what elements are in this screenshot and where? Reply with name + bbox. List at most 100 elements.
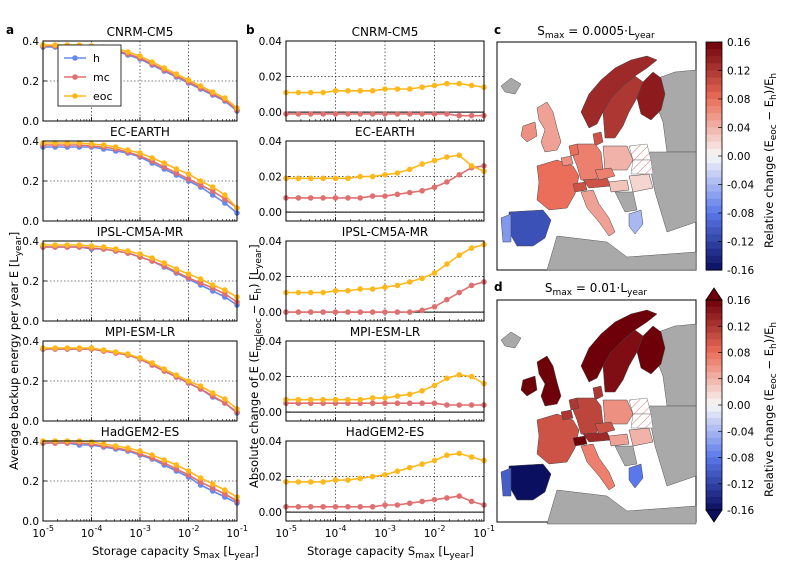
b-point-eoc xyxy=(295,479,302,485)
a-subplot-4: HadGEM2-ES0.00.20.410 -5 10 -4 10 -3 10 -2 10 -1 xyxy=(22,425,248,540)
colorbar-segment xyxy=(706,345,722,354)
a-point-eoc xyxy=(112,246,119,252)
colorbar-label-part: )/E xyxy=(762,79,776,95)
b-point-eoc xyxy=(357,475,364,482)
b-point-eoc xyxy=(369,87,376,94)
b-xtick-label: 10 xyxy=(275,528,288,540)
b-point-mc xyxy=(431,496,438,503)
b-ytick-label: 0.00 xyxy=(259,507,282,519)
a-point-eoc xyxy=(209,481,216,487)
country-portugal xyxy=(500,213,512,243)
b-ytick-label: 0.00 xyxy=(259,307,282,319)
b-point-eoc xyxy=(320,479,326,485)
b-point-mc xyxy=(295,309,302,315)
b-point-eoc xyxy=(444,154,450,160)
colorbar-c: 0.16 0.12 0.08 0.04 0.00 -0.04 -0.08 -0.12 -0.16… xyxy=(705,37,779,277)
colorbar-segment xyxy=(706,306,722,314)
b-xtick-exponent: -1 xyxy=(487,524,495,533)
b-point-eoc xyxy=(295,89,302,96)
a-ytick-label: 0.4 xyxy=(22,36,39,48)
a-point-eoc xyxy=(100,142,107,148)
colorbar-segment xyxy=(706,411,722,419)
b-axes-frame xyxy=(285,340,485,422)
a-point-eoc xyxy=(125,445,131,451)
a-point-eoc xyxy=(197,178,204,184)
a-point-eoc xyxy=(88,243,95,249)
b-point-mc xyxy=(307,195,314,201)
colorbar-segment xyxy=(706,106,722,114)
b-xtick-label: 10 xyxy=(424,528,437,540)
colorbar-tick-label: 0.16 xyxy=(727,295,751,307)
b-subplot-title: IPSL-CM5A-MR xyxy=(342,225,429,239)
b-point-mc xyxy=(332,195,339,201)
b-point-eoc xyxy=(307,89,314,96)
legend-label-eoc: eoc xyxy=(93,90,113,103)
b-point-eoc xyxy=(332,87,339,94)
b-subplot-title: HadGEM2-ES xyxy=(346,425,424,439)
colorbar-segment xyxy=(706,170,722,178)
non-data-region xyxy=(546,489,697,525)
b-point-eoc xyxy=(456,80,463,87)
panel-label-b: b xyxy=(246,23,255,37)
colorbar-segment xyxy=(706,339,722,347)
b-point-eoc xyxy=(419,275,425,282)
country-belgium xyxy=(560,155,574,167)
colorbar-segment xyxy=(706,148,722,157)
b-series-eoc-line xyxy=(286,452,485,483)
b-point-eoc xyxy=(345,477,351,483)
a-xlabel: Storage capacity Smax [Lyear] xyxy=(92,544,259,561)
a-ytick-label: 0.4 xyxy=(22,336,39,348)
colorbar-label-part: h xyxy=(769,94,779,100)
b-point-mc xyxy=(382,400,388,407)
a-point-eoc xyxy=(222,192,228,198)
country-romania xyxy=(628,173,654,193)
b-xlabel: Storage capacity Smax [Lyear] xyxy=(307,544,474,561)
b-point-mc xyxy=(369,111,376,117)
colorbar-arrow-top xyxy=(705,287,723,301)
a-axes-frame xyxy=(42,40,238,122)
panel-label-a: a xyxy=(6,23,14,37)
a-point-eoc xyxy=(137,251,143,257)
b-point-eoc xyxy=(444,452,450,459)
colorbar-segment xyxy=(706,503,722,511)
a-point-eoc xyxy=(88,345,95,351)
colorbar-segment xyxy=(706,352,722,360)
b-point-eoc xyxy=(345,287,351,294)
b-point-eoc xyxy=(369,473,376,480)
legend-swatch-marker xyxy=(72,74,78,80)
a-point-eoc xyxy=(197,276,204,282)
b-point-eoc xyxy=(307,479,314,485)
colorbar-label: Relative change (Eeoc − Eh)/Eh xyxy=(762,322,779,497)
b-point-eoc xyxy=(394,170,401,176)
a-point-eoc xyxy=(112,144,119,150)
b-point-eoc xyxy=(406,86,413,92)
b-point-eoc xyxy=(382,86,388,92)
colorbar-segment xyxy=(706,113,722,121)
b-point-mc xyxy=(419,307,425,314)
a-point-eoc xyxy=(125,351,131,357)
b-point-mc xyxy=(369,503,376,510)
b-point-mc xyxy=(382,309,388,315)
b-point-mc xyxy=(444,296,450,303)
b-point-mc xyxy=(468,282,475,289)
country-switzerland xyxy=(572,181,588,193)
colorbar-segment xyxy=(706,127,722,136)
colorbar-segment xyxy=(706,262,722,271)
map-d-title: Smax = 0.01·Lyear xyxy=(545,281,648,298)
b-point-eoc xyxy=(345,87,351,94)
b-ytick-label: 0.00 xyxy=(259,107,282,119)
b-point-mc xyxy=(406,111,413,117)
panel-label-d: d xyxy=(494,280,503,294)
b-point-eoc xyxy=(382,395,388,401)
a-ytick-label: 0.2 xyxy=(22,76,39,88)
b-point-eoc xyxy=(295,289,302,296)
country-finland xyxy=(636,71,666,121)
country-italy xyxy=(580,189,616,237)
colorbar-segment xyxy=(706,120,722,129)
b-subplot-title: EC-EARTH xyxy=(355,125,415,139)
b-series-mc-line xyxy=(286,165,485,199)
colorbar-segment xyxy=(706,319,722,327)
a-point-eoc xyxy=(125,49,131,55)
a-point-eoc xyxy=(52,242,58,248)
colorbar-arrow-bottom xyxy=(705,509,723,523)
